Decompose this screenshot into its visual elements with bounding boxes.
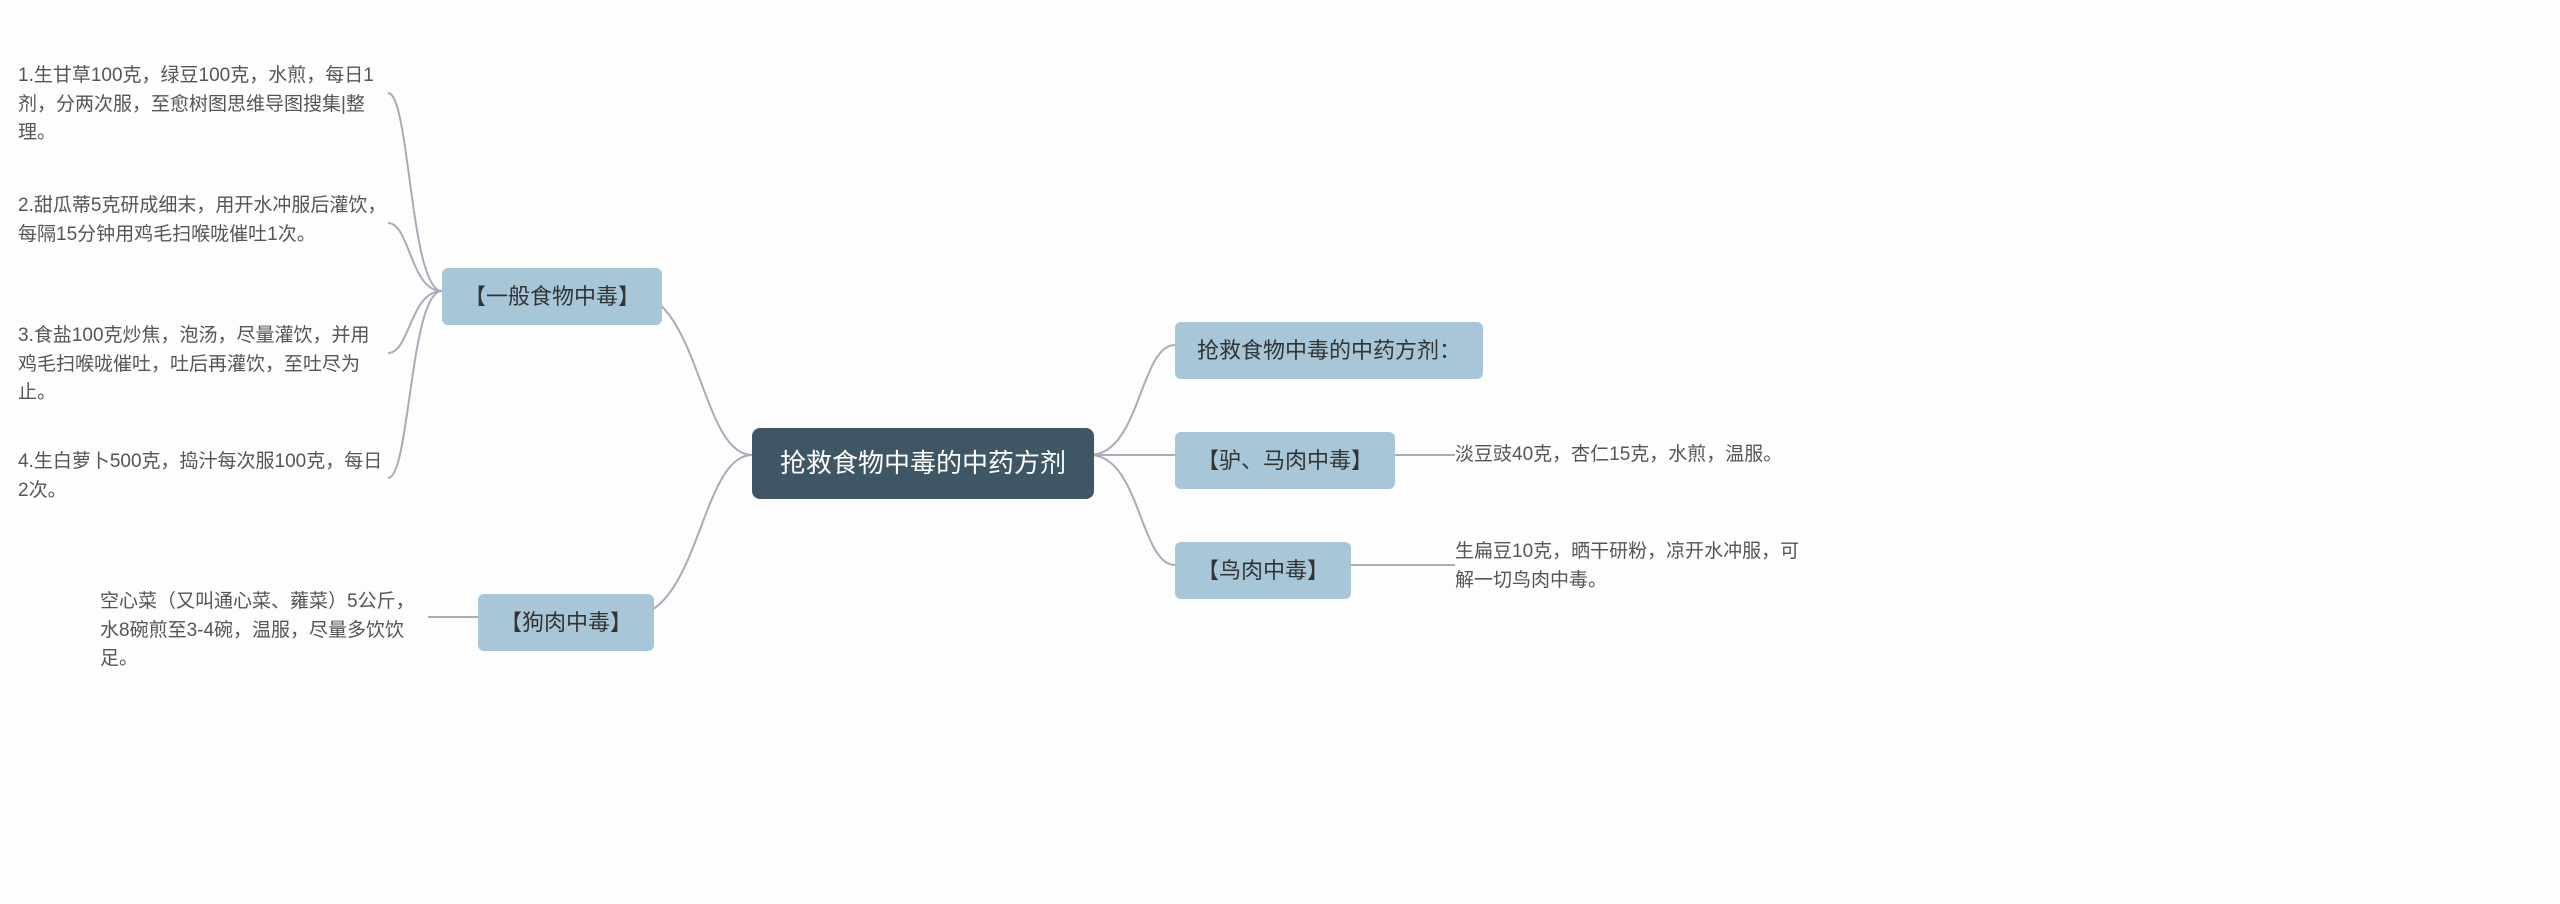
root-node[interactable]: 抢救食物中毒的中药方剂 <box>752 428 1094 499</box>
branch-general-food[interactable]: 【一般食物中毒】 <box>442 268 662 325</box>
branch-bird-meat[interactable]: 【鸟肉中毒】 <box>1175 542 1351 599</box>
leaf-general-4: 4.生白萝卜500克，捣汁每次服100克，每日2次。 <box>18 448 388 505</box>
leaf-dog-1: 空心菜（又叫通心菜、蕹菜）5公斤，水8碗煎至3-4碗，温服，尽量多饮饮足。 <box>100 588 430 674</box>
branch-rescue-header[interactable]: 抢救食物中毒的中药方剂： <box>1175 322 1483 379</box>
leaf-bird-1: 生扁豆10克，晒干研粉，凉开水冲服，可解一切鸟肉中毒。 <box>1455 538 1815 595</box>
branch-dog-meat[interactable]: 【狗肉中毒】 <box>478 594 654 651</box>
leaf-general-2: 2.甜瓜蒂5克研成细末，用开水冲服后灌饮，每隔15分钟用鸡毛扫喉咙催吐1次。 <box>18 192 388 249</box>
branch-horse-meat[interactable]: 【驴、马肉中毒】 <box>1175 432 1395 489</box>
leaf-general-1: 1.生甘草100克，绿豆100克，水煎，每日1剂，分两次服，至愈树图思维导图搜集… <box>18 62 388 148</box>
leaf-horse-1: 淡豆豉40克，杏仁15克，水煎，温服。 <box>1455 441 1835 470</box>
leaf-general-3: 3.食盐100克炒焦，泡汤，尽量灌饮，并用鸡毛扫喉咙催吐，吐后再灌饮，至吐尽为止… <box>18 322 388 408</box>
